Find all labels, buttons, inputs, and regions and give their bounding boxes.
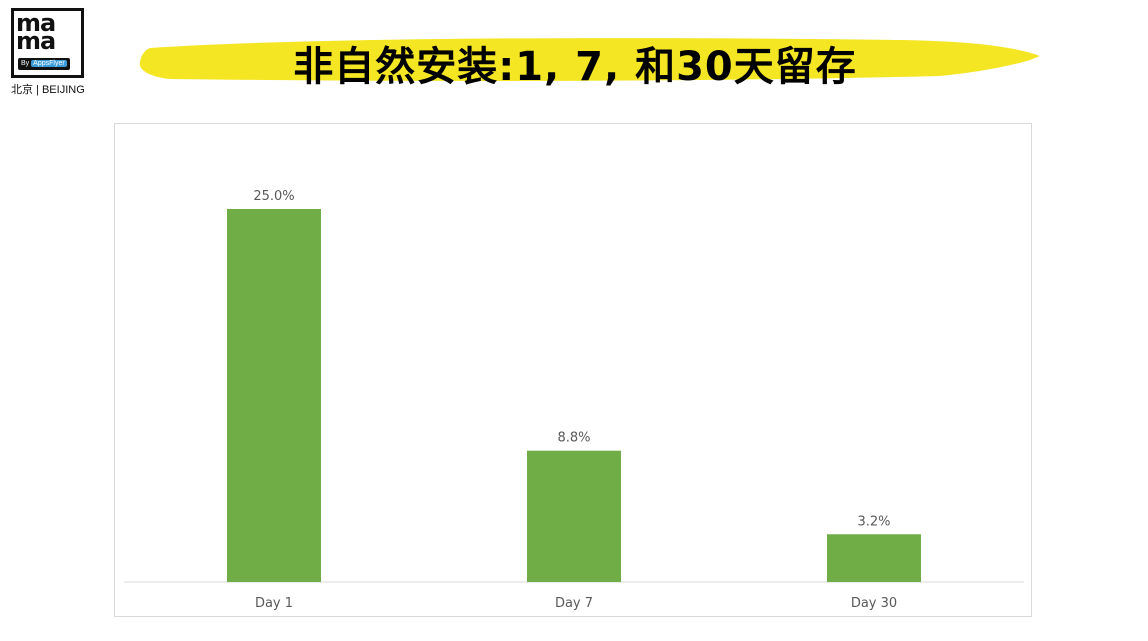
logo-city: 北京 | BEIJING [11, 84, 85, 96]
bar-3 [827, 534, 921, 582]
bar-2 [527, 450, 621, 582]
title-banner: 非自然安装:1, 7, 和30天留存 [0, 0, 1148, 110]
mama-logo: ma ma By AppsFlyer [11, 8, 84, 78]
logo-badge: By AppsFlyer [18, 58, 70, 70]
bar-chart: 25.0% Day 1 8.8% Day 7 3.2% Day 30 [124, 189, 1024, 611]
logo-brand-text: AppsFlyer [31, 60, 67, 67]
title-highlight-stroke [139, 38, 1041, 81]
data-label-2: 8.8% [557, 431, 590, 446]
bar-1 [227, 209, 321, 582]
logo-word-top: ma [16, 9, 56, 37]
logo-by-text: By [21, 60, 30, 67]
logo-word-bottom: ma [16, 27, 56, 55]
x-tick-label-2: Day 7 [555, 596, 593, 611]
data-label-1: 25.0% [253, 189, 294, 204]
data-label-3: 3.2% [857, 514, 890, 529]
x-tick-label-3: Day 30 [851, 596, 897, 611]
page-title: 非自然安装:1, 7, 和30天留存 [293, 44, 857, 90]
x-tick-label-1: Day 1 [255, 596, 293, 611]
